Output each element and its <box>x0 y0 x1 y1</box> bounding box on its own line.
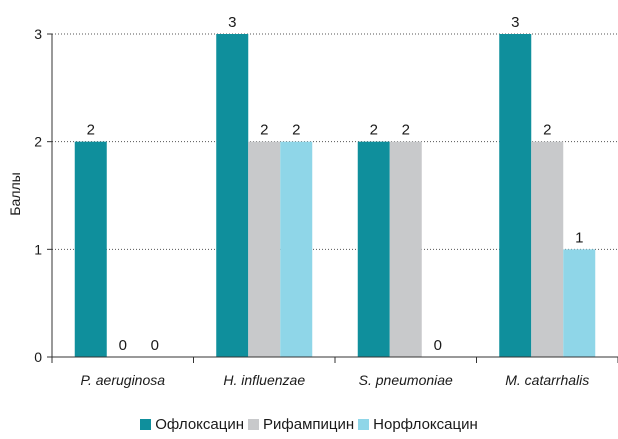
y-tick-label: 3 <box>34 26 42 42</box>
bar <box>499 34 532 357</box>
bar <box>531 141 564 357</box>
legend-label: Норфлоксацин <box>373 416 478 433</box>
data-label: 3 <box>228 14 236 31</box>
data-label: 2 <box>87 122 95 139</box>
bar <box>563 249 596 357</box>
legend-label: Офлоксацин <box>155 416 244 433</box>
legend-label: Рифампицин <box>263 416 355 433</box>
data-label: 2 <box>292 122 300 139</box>
x-tick-label: M. catarrhalis <box>505 372 589 388</box>
y-axis-label: Баллы <box>7 172 23 215</box>
y-tick-label: 2 <box>34 134 42 150</box>
bar-chart: 2 0 0 3 2 2 2 2 0 3 2 1 0 1 2 3 P. aeruginosa H. influen… <box>7 14 618 388</box>
bar <box>389 141 422 357</box>
data-label: 2 <box>543 122 551 139</box>
data-label: 1 <box>575 229 583 246</box>
x-tick-label: H. influenzae <box>223 372 305 388</box>
y-tick-label: 0 <box>34 349 42 365</box>
bar <box>216 34 249 357</box>
y-tick-label: 1 <box>34 241 42 257</box>
data-label: 0 <box>434 337 442 354</box>
x-tick-label: S. pneumoniae <box>359 372 453 388</box>
bar <box>74 141 107 357</box>
data-label: 2 <box>370 122 378 139</box>
bars: 2 0 0 3 2 2 2 2 0 3 2 1 <box>74 14 596 357</box>
data-label: 2 <box>260 122 268 139</box>
legend-swatch <box>248 419 259 430</box>
legend-swatch <box>140 419 152 430</box>
bar <box>280 141 313 357</box>
data-label: 0 <box>151 337 159 354</box>
data-label: 2 <box>402 122 410 139</box>
legend-item: Офлоксацин <box>140 416 244 433</box>
bar <box>248 141 281 357</box>
legend-item: Рифампицин <box>248 416 354 433</box>
axes: 0 1 2 3 P. aeruginosa H. influenzae S. pneumon… <box>34 26 618 388</box>
legend: Офлоксацин Рифампицин Норфлоксацин <box>0 416 618 433</box>
data-label: 0 <box>119 337 127 354</box>
bar <box>357 141 390 357</box>
legend-swatch <box>358 419 370 430</box>
x-tick-label: P. aeruginosa <box>80 372 165 388</box>
data-label: 3 <box>511 14 519 31</box>
legend-item: Норфлоксацин <box>358 416 478 433</box>
